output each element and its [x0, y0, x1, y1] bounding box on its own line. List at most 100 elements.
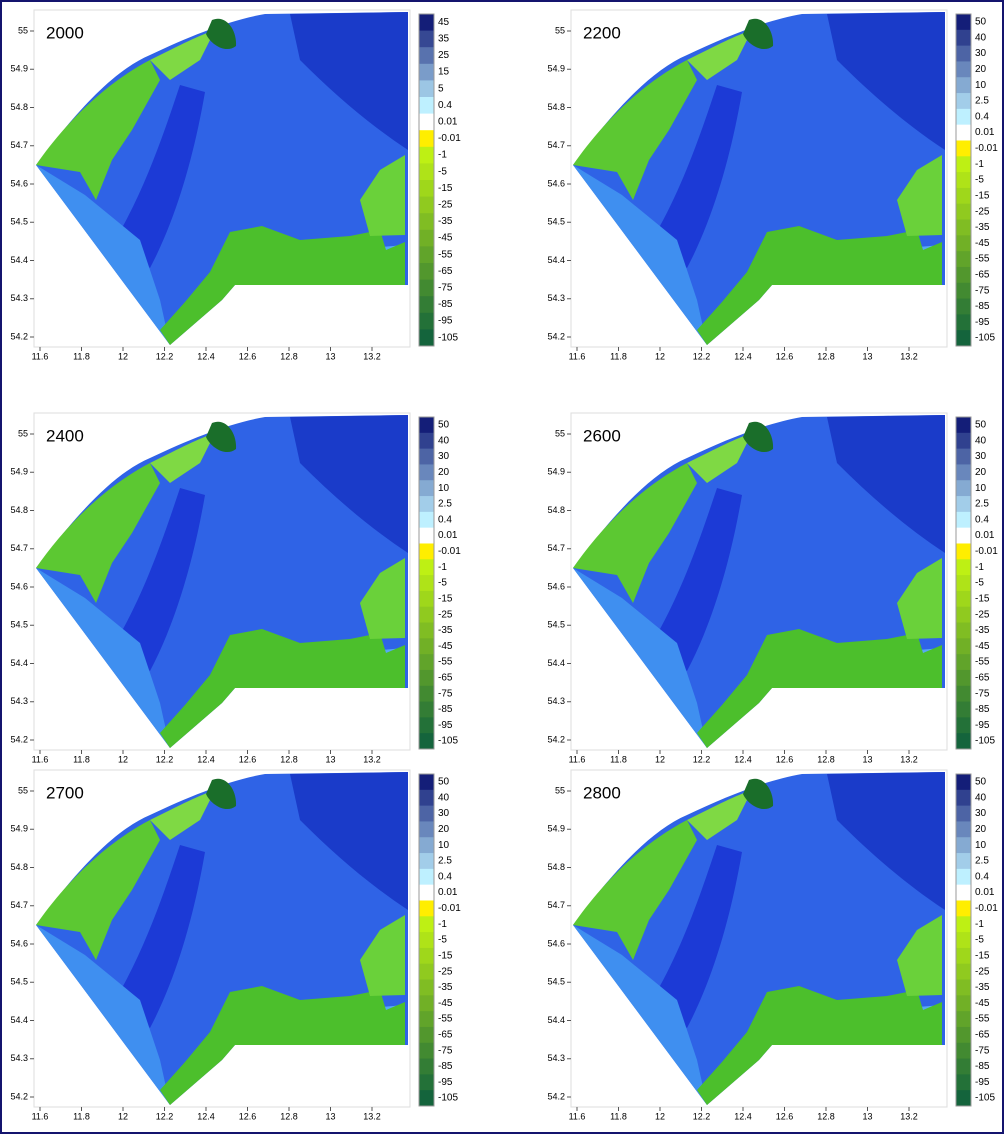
y-tick-label: 54.8	[10, 102, 28, 112]
colorbar-label: -55	[438, 1014, 453, 1025]
map-panel: 2700 11.6 11.8 12 12.2 12.4 12.6 12.8 13 13.2 55 54…	[10, 769, 461, 1121]
land	[36, 463, 160, 603]
y-tick-label: 54.3	[10, 293, 28, 303]
colorbar-swatch	[419, 113, 434, 131]
x-tick-label: 12	[118, 1111, 128, 1121]
colorbar-swatch	[419, 805, 434, 822]
x-tick-label: 12.8	[280, 754, 298, 764]
colorbar-label: -35	[975, 625, 990, 636]
colorbar-frame	[418, 13, 435, 347]
colorbar-label: 2.5	[438, 856, 452, 867]
colorbar-label: 2.5	[438, 499, 452, 510]
colorbar-swatch	[419, 685, 434, 703]
colorbar-swatch	[419, 1074, 434, 1091]
colorbar-swatch	[419, 417, 434, 434]
colorbar-swatch	[956, 1042, 971, 1060]
colorbar-swatch	[956, 432, 971, 450]
x-tick-label: 11.6	[32, 754, 49, 764]
x-tick-label: 11.6	[569, 754, 586, 764]
colorbar-label: -105	[975, 736, 995, 747]
colorbar-frame	[955, 13, 972, 347]
colorbar-label: 0.01	[975, 127, 995, 138]
colorbar-swatch	[419, 130, 434, 148]
x-tick-label: 12	[655, 351, 665, 361]
colorbar-swatch	[956, 789, 971, 807]
colorbar-swatch	[419, 995, 434, 1012]
map-panel: 2400 11.6 11.8 12 12.2 12.4 12.6 12.8 13 13.2 55 54…	[10, 412, 461, 764]
colorbar-label: 0.4	[438, 871, 452, 882]
x-tick-label: 13.2	[363, 754, 381, 764]
land	[687, 790, 752, 840]
y-tick-label: 54.7	[10, 900, 28, 910]
colorbar-label: -35	[438, 625, 453, 636]
y-tick-label: 54.8	[10, 862, 28, 872]
colorbar-label: -85	[975, 301, 990, 312]
y-tick-label: 54.7	[547, 900, 565, 910]
colorbar-swatch	[419, 947, 434, 965]
colorbar-swatch	[956, 330, 971, 347]
colorbar-label: -75	[975, 285, 990, 296]
colorbar-label: -105	[438, 332, 458, 343]
colorbar-swatch	[956, 14, 971, 31]
colorbar-label: -0.01	[438, 546, 461, 557]
panel-label: 2800	[583, 783, 621, 802]
colorbar-label: -15	[438, 183, 453, 194]
colorbar-swatch	[419, 329, 434, 347]
colorbar-swatch	[419, 14, 434, 32]
colorbar-label: -105	[975, 1093, 995, 1104]
x-tick-label: 12.2	[156, 1111, 174, 1121]
y-tick-label: 54.6	[547, 938, 565, 948]
y-tick-label: 54.6	[10, 178, 28, 188]
y-tick-label: 54.7	[10, 543, 28, 553]
colorbar-label: -35	[975, 222, 990, 233]
colorbar-frame	[418, 416, 435, 750]
y-tick-label: 54.4	[10, 658, 28, 668]
shallow-water	[573, 568, 707, 748]
colorbar-swatch	[956, 995, 971, 1012]
colorbar-label: 10	[438, 483, 450, 494]
colorbar-label: 35	[438, 34, 450, 45]
x-tick-label: 11.8	[73, 351, 90, 361]
colorbar-label: -0.01	[975, 546, 998, 557]
shallow-water	[36, 165, 170, 345]
colorbar-label: 30	[975, 808, 987, 819]
shallow-water	[36, 568, 170, 748]
map-panel: 2200 11.6 11.8 12 12.2 12.4 12.6 12.8 13 13.2 55 54…	[547, 9, 998, 361]
colorbar-swatch	[956, 314, 971, 331]
land	[687, 30, 752, 80]
y-tick-label: 54.7	[547, 543, 565, 553]
land	[360, 915, 405, 996]
colorbar-label: -25	[438, 966, 453, 977]
colorbar-swatch	[419, 496, 434, 513]
deep-water	[827, 415, 945, 553]
colorbar-label: -75	[438, 1045, 453, 1056]
x-tick-label: 11.8	[73, 1111, 90, 1121]
colorbar-swatch	[419, 789, 434, 807]
x-tick-label: 12.8	[817, 1111, 835, 1121]
y-tick-label: 54.3	[547, 696, 565, 706]
land	[36, 60, 160, 200]
x-tick-label: 11.8	[610, 754, 627, 764]
y-tick-label: 54.4	[547, 255, 565, 265]
x-tick-label: 12.6	[776, 1111, 794, 1121]
colorbar-swatch	[419, 146, 434, 164]
colorbar-label: -25	[975, 966, 990, 977]
deep-water	[290, 12, 408, 150]
land	[573, 820, 697, 960]
x-tick-label: 13	[325, 351, 335, 361]
x-tick-label: 13.2	[900, 351, 918, 361]
colorbar-swatch	[956, 235, 971, 252]
colorbar-label: -25	[438, 200, 453, 211]
panel-label: 2600	[583, 426, 621, 445]
colorbar-swatch	[956, 900, 971, 917]
colorbar-label: 40	[975, 435, 987, 446]
colorbar-label: -15	[438, 950, 453, 961]
x-tick-label: 12.2	[693, 1111, 711, 1121]
colorbar-label: 40	[438, 792, 450, 803]
colorbar-label: -1	[438, 150, 447, 161]
x-tick-label: 11.6	[32, 1111, 49, 1121]
x-tick-label: 12	[118, 351, 128, 361]
x-tick-label: 12.4	[734, 754, 752, 764]
colorbar-swatch	[419, 47, 434, 65]
